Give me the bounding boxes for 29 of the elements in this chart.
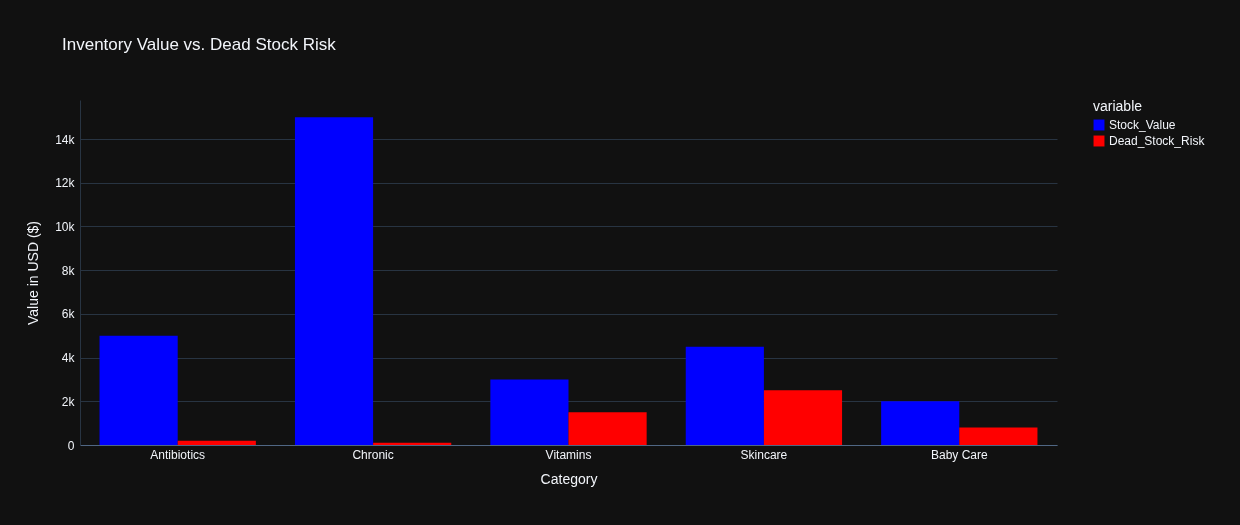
bar <box>568 412 647 445</box>
bar <box>685 346 764 445</box>
bar <box>959 427 1038 445</box>
y-tick-label: 4k <box>61 351 76 366</box>
bar <box>177 440 256 445</box>
y-axis-title: Value in USD ($) <box>25 220 42 326</box>
x-tick-label: Chronic <box>352 447 394 462</box>
x-axis-title: Category <box>540 470 598 487</box>
x-tick-label: Antibiotics <box>150 447 206 462</box>
bar <box>763 390 843 445</box>
chart-title: Inventory Value vs. Dead Stock Risk <box>62 35 337 54</box>
y-tick-label: 0 <box>67 438 75 453</box>
legend-title: variable <box>1093 98 1143 114</box>
x-tick-label: Baby Care <box>930 447 988 462</box>
y-tick-label: 14k <box>55 132 76 147</box>
legend-label: Dead_Stock_Risk <box>1109 134 1206 148</box>
y-tick-label: 2k <box>61 394 76 409</box>
bar <box>373 442 452 445</box>
bar <box>490 379 569 445</box>
bar <box>294 117 374 445</box>
y-tick-label: 6k <box>61 307 76 322</box>
y-tick-label: 10k <box>55 219 76 234</box>
legend-label: Stock_Value <box>1109 118 1176 132</box>
y-tick-label: 8k <box>61 263 76 278</box>
x-tick-label: Skincare <box>740 447 788 462</box>
x-tick-label: Vitamins <box>545 447 592 462</box>
bar <box>99 335 178 445</box>
y-tick-label: 12k <box>55 176 76 191</box>
bar <box>881 401 960 445</box>
